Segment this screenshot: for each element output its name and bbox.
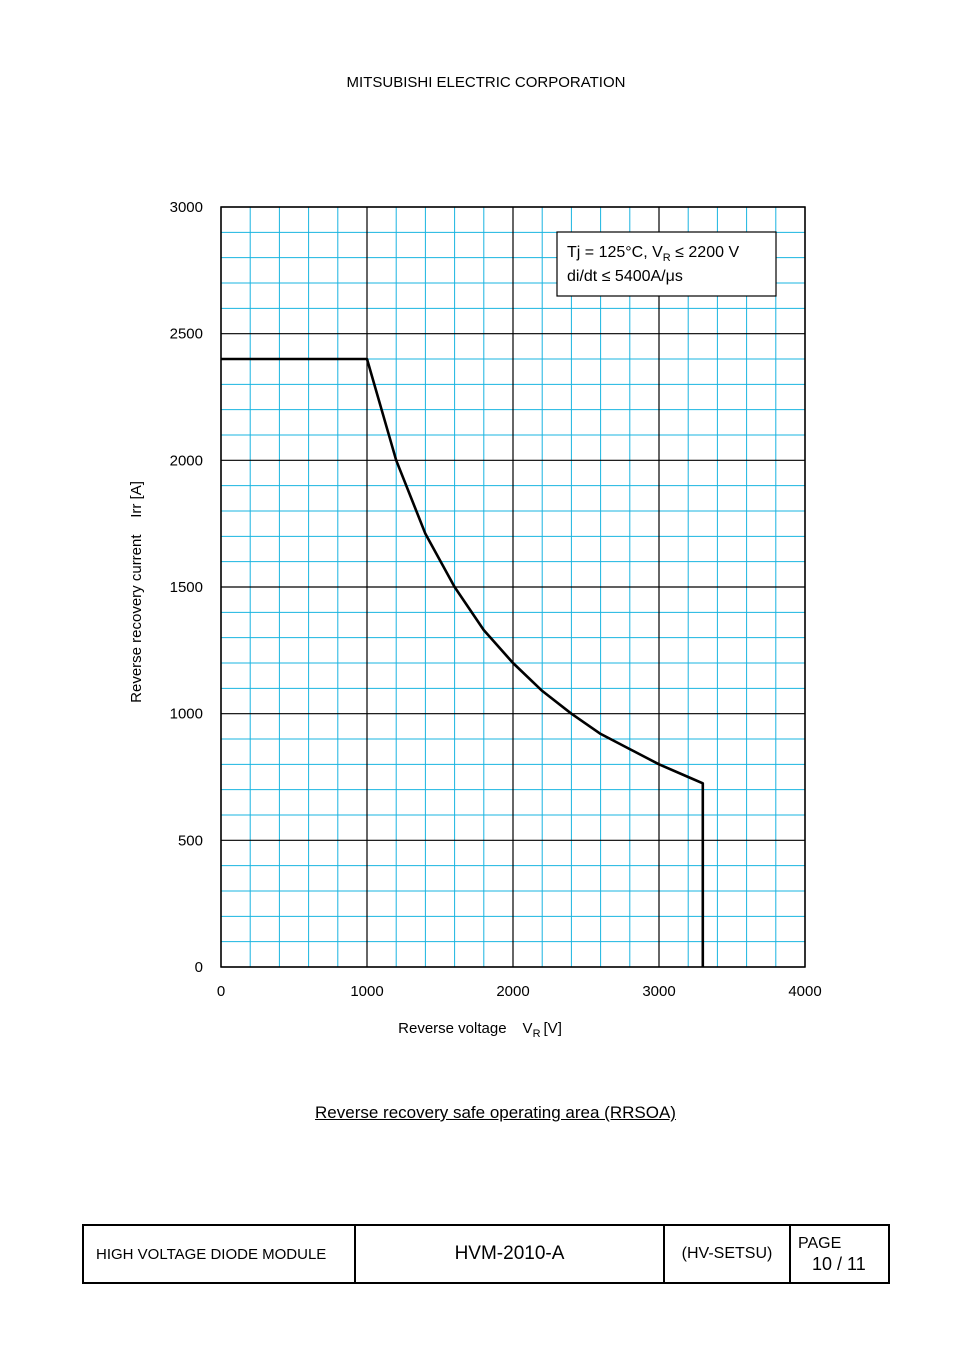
annotation-box: Tj = 125°C, VR ≤ 2200 V di/dt ≤ 5400A/μs xyxy=(556,231,777,297)
x-tick-label: 3000 xyxy=(642,983,675,1000)
plot-frame xyxy=(220,206,806,968)
y-tick-label: 2500 xyxy=(170,326,203,343)
annotation-frame xyxy=(556,231,777,297)
footer-code: (HV-SETSU) xyxy=(665,1226,791,1282)
y-tick-label: 2000 xyxy=(170,452,203,469)
company-header: MITSUBISHI ELECTRIC CORPORATION xyxy=(346,74,626,91)
footer-page-number: 10 / 11 xyxy=(812,1254,866,1274)
y-tick-label: 3000 xyxy=(170,199,203,216)
rrsoa-boundary-line xyxy=(221,357,705,967)
annotation-line-1-suffix: ≤ 2200 V xyxy=(671,244,740,261)
y-tick-label: 500 xyxy=(178,832,203,849)
annotation-line-1-subscript: R xyxy=(663,252,671,264)
footer-page: PAGE 10 / 11 xyxy=(791,1226,888,1282)
footer-model: HVM-2010-A xyxy=(356,1226,665,1282)
rrsoa-chart: 0 1000 2000 3000 4000 0 500 1000 1500 2000 2500 30… xyxy=(128,199,822,1040)
x-axis-label-text: Reverse voltage xyxy=(398,1020,506,1037)
y-tick-label: 0 xyxy=(195,959,203,976)
footer-table: HIGH VOLTAGE DIODE MODULE HVM-2010-A (HV… xyxy=(82,1224,890,1284)
x-tick-label: 2000 xyxy=(496,983,529,1000)
x-tick-label: 4000 xyxy=(788,983,821,1000)
y-axis-label: Reverse recovery current Irr [A] xyxy=(128,481,145,703)
y-tick-label: 1500 xyxy=(170,579,203,596)
y-tick-label: 1000 xyxy=(170,706,203,723)
x-axis-label-symbol: V xyxy=(523,1020,533,1037)
annotation-line-2: di/dt ≤ 5400A/μs xyxy=(567,268,683,285)
x-axis-label-subscript: R xyxy=(533,1028,541,1040)
x-axis-label: Reverse voltage VR [V] xyxy=(398,1020,562,1040)
footer-product: HIGH VOLTAGE DIODE MODULE xyxy=(84,1226,356,1282)
x-tick-label: 0 xyxy=(217,983,225,1000)
y-tick-labels: 0 500 1000 1500 2000 2500 3000 xyxy=(170,199,203,976)
x-tick-label: 1000 xyxy=(350,983,383,1000)
annotation-line-1-prefix: Tj = 125°C, V xyxy=(567,244,663,261)
x-axis-label-unit: [V] xyxy=(544,1020,562,1037)
annotation-line-1: Tj = 125°C, VR ≤ 2200 V xyxy=(567,244,739,264)
x-tick-labels: 0 1000 2000 3000 4000 xyxy=(217,983,822,1000)
chart-caption: Reverse recovery safe operating area (RR… xyxy=(315,1103,676,1122)
footer-page-label: PAGE xyxy=(798,1235,842,1252)
series-layer xyxy=(221,357,705,967)
